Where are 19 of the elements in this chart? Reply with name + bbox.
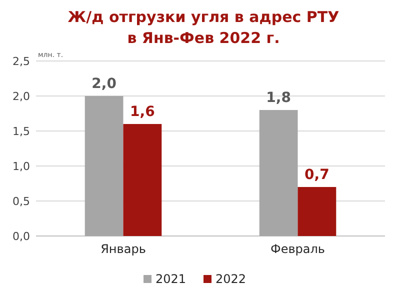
y-tick-label: 2,0	[12, 90, 30, 103]
data-label: 0,7	[304, 167, 330, 183]
y-tick-label: 0,5	[12, 194, 30, 208]
bar	[298, 187, 336, 236]
bar	[84, 96, 124, 236]
bar	[123, 124, 162, 236]
data-label: 1,8	[266, 90, 291, 106]
y-tick-label: 2,5	[12, 54, 30, 68]
bar	[259, 110, 298, 236]
x-tick-label: Январь	[100, 242, 146, 256]
data-label: 2,0	[92, 76, 117, 92]
x-tick-label: Февраль	[270, 242, 325, 256]
legend-label: 2021	[156, 272, 186, 286]
data-label: 1,6	[130, 104, 155, 120]
legend-label: 2022	[216, 272, 246, 286]
y-tick-label: 0,0	[12, 230, 30, 243]
y-tick-label: 1,0	[12, 160, 30, 173]
chart-title: Ж/д отгрузки угля в адрес РТУ в Янв-Фев 2022 г.	[68, 8, 340, 47]
y-tick-label: 1,5	[12, 124, 30, 138]
